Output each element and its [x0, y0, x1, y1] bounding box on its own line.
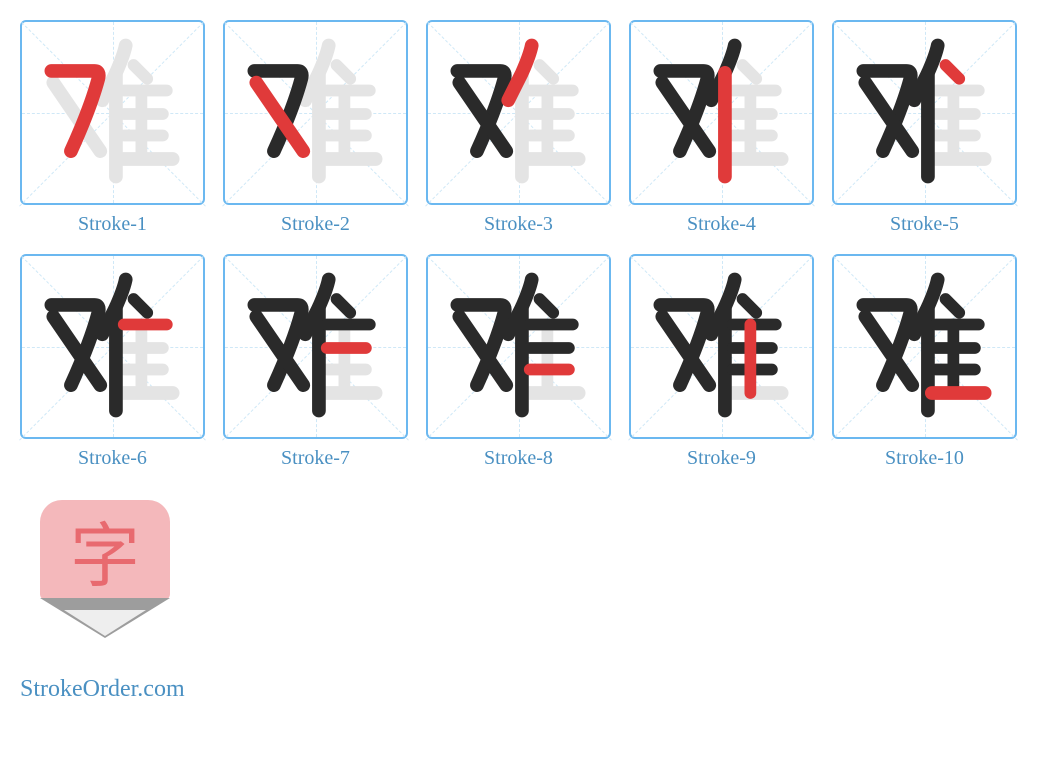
stroke-box [426, 254, 611, 439]
watermark: StrokeOrder.com [20, 676, 1030, 703]
character-svg [22, 22, 203, 203]
stroke-box [629, 254, 814, 439]
stroke-cell: Stroke-10 [832, 254, 1017, 470]
logo-block: 字 [20, 500, 205, 650]
stroke-label: Stroke-10 [885, 447, 964, 470]
stroke-box [20, 20, 205, 205]
stroke-cell: Stroke-8 [426, 254, 611, 470]
stroke-cell: Stroke-6 [20, 254, 205, 470]
stroke-box [20, 254, 205, 439]
character-svg [225, 22, 406, 203]
stroke-label: Stroke-8 [484, 447, 553, 470]
character-svg [428, 256, 609, 437]
stroke-label: Stroke-6 [78, 447, 147, 470]
character-svg [428, 22, 609, 203]
stroke-cell: Stroke-7 [223, 254, 408, 470]
stroke-cell: Stroke-2 [223, 20, 408, 236]
stroke-cell: Stroke-5 [832, 20, 1017, 236]
stroke-box [223, 254, 408, 439]
stroke-label: Stroke-7 [281, 447, 350, 470]
stroke-label: Stroke-1 [78, 213, 147, 236]
stroke-cell: Stroke-9 [629, 254, 814, 470]
stroke-label: Stroke-4 [687, 213, 756, 236]
character-svg [834, 22, 1015, 203]
stroke-label: Stroke-2 [281, 213, 350, 236]
logo-icon: 字 [40, 500, 170, 650]
character-svg [834, 256, 1015, 437]
character-svg [225, 256, 406, 437]
stroke-label: Stroke-5 [890, 213, 959, 236]
stroke-grid: Stroke-1 Stroke-2 Stroke-3 Stroke-4 Stroke-5… [20, 20, 1030, 470]
stroke-label: Stroke-9 [687, 447, 756, 470]
logo-char: 字 [70, 500, 140, 601]
stroke-box [629, 20, 814, 205]
character-svg [22, 256, 203, 437]
stroke-box [832, 20, 1017, 205]
character-svg [631, 22, 812, 203]
character-svg [631, 256, 812, 437]
stroke-label: Stroke-3 [484, 213, 553, 236]
stroke-box [832, 254, 1017, 439]
stroke-cell: Stroke-1 [20, 20, 205, 236]
stroke-cell: Stroke-4 [629, 20, 814, 236]
stroke-box [426, 20, 611, 205]
stroke-cell: Stroke-3 [426, 20, 611, 236]
stroke-box [223, 20, 408, 205]
